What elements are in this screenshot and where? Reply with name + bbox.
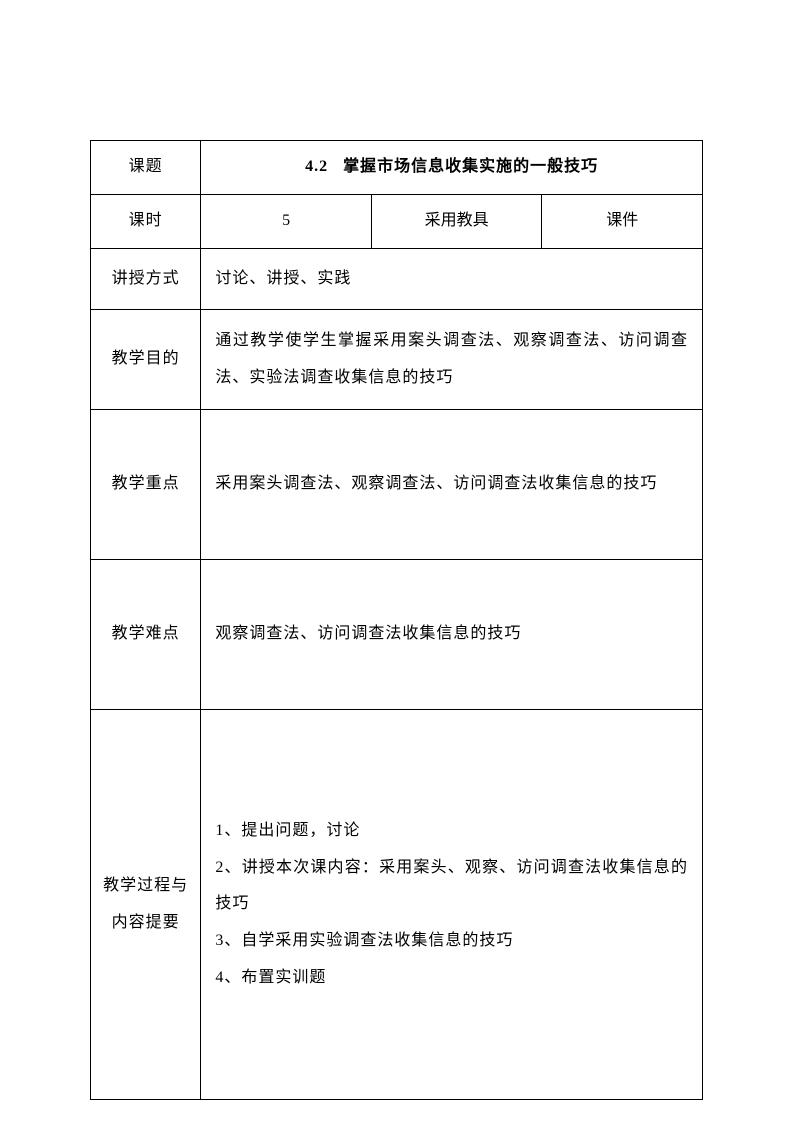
topic-title: 4.2 掌握市场信息收集实施的一般技巧: [201, 141, 703, 195]
process-item-2: 2、讲授本次课内容：采用案头、观察、访问调查法收集信息的技巧: [215, 850, 688, 924]
label-purpose: 教学目的: [91, 310, 201, 410]
row-keypoint: 教学重点 采用案头调查法、观察调查法、访问调查法收集信息的技巧: [91, 410, 703, 560]
label-period: 课时: [91, 194, 201, 248]
method-value: 讨论、讲授、实践: [201, 248, 703, 310]
row-topic: 课题 4.2 掌握市场信息收集实施的一般技巧: [91, 141, 703, 195]
label-process-line2: 内容提要: [112, 914, 180, 931]
label-topic: 课题: [91, 141, 201, 195]
period-value: 5: [201, 194, 372, 248]
process-item-4: 4、布置实训题: [215, 960, 688, 997]
row-process: 教学过程与 内容提要 1、提出问题，讨论 2、讲授本次课内容：采用案头、观察、访…: [91, 710, 703, 1100]
label-method: 讲授方式: [91, 248, 201, 310]
difficulty-value: 观察调查法、访问调查法收集信息的技巧: [201, 560, 703, 710]
label-difficulty: 教学难点: [91, 560, 201, 710]
process-item-1: 1、提出问题，讨论: [215, 813, 688, 850]
label-process: 教学过程与 内容提要: [91, 710, 201, 1100]
label-process-line1: 教学过程与: [103, 877, 188, 894]
topic-text: 掌握市场信息收集实施的一般技巧: [343, 158, 598, 175]
row-difficulty: 教学难点 观察调查法、访问调查法收集信息的技巧: [91, 560, 703, 710]
topic-number: 4.2: [305, 158, 328, 175]
label-tool: 采用教具: [371, 194, 542, 248]
keypoint-value: 采用案头调查法、观察调查法、访问调查法收集信息的技巧: [201, 410, 703, 560]
row-period: 课时 5 采用教具 课件: [91, 194, 703, 248]
row-method: 讲授方式 讨论、讲授、实践: [91, 248, 703, 310]
lesson-plan-table: 课题 4.2 掌握市场信息收集实施的一般技巧 课时 5 采用教具 课件 讲授方式…: [90, 140, 703, 1100]
process-item-3: 3、自学采用实验调查法收集信息的技巧: [215, 923, 688, 960]
purpose-value: 通过教学使学生掌握采用案头调查法、观察调查法、访问调查法、实验法调查收集信息的技…: [201, 310, 703, 410]
row-purpose: 教学目的 通过教学使学生掌握采用案头调查法、观察调查法、访问调查法、实验法调查收…: [91, 310, 703, 410]
process-content: 1、提出问题，讨论 2、讲授本次课内容：采用案头、观察、访问调查法收集信息的技巧…: [201, 710, 703, 1100]
tool-value: 课件: [542, 194, 703, 248]
label-keypoint: 教学重点: [91, 410, 201, 560]
